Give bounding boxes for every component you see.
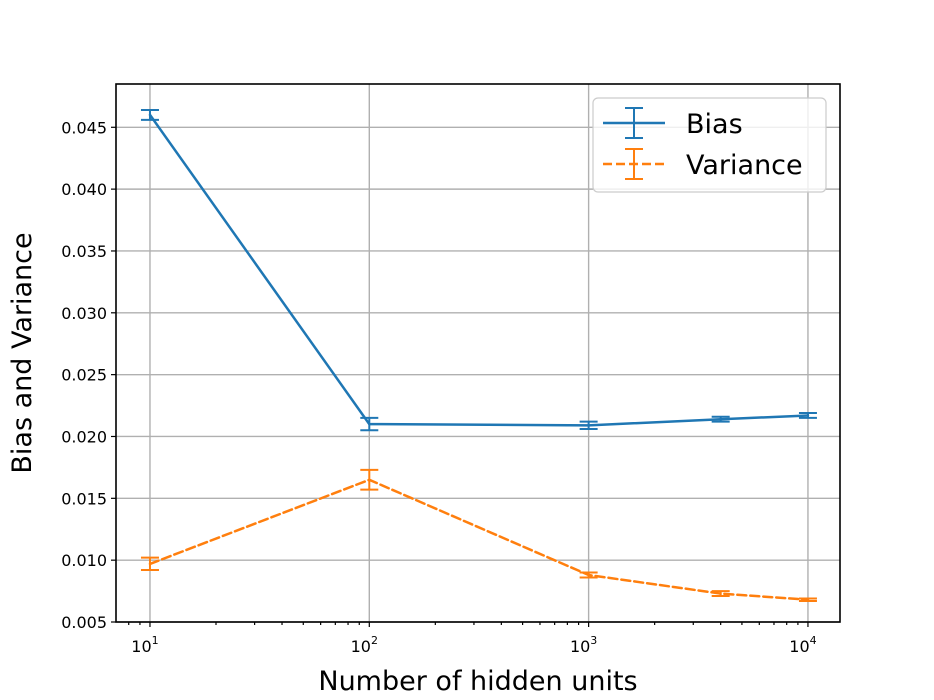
plot-frame <box>115 83 841 623</box>
y-tick-label: 0.010 <box>61 551 107 570</box>
series-bias <box>140 108 817 432</box>
variance-errorbar <box>140 556 159 572</box>
variance-errorbar <box>579 571 598 579</box>
legend-entry-bias: Bias <box>603 107 743 140</box>
y-tick-label: 0.030 <box>61 304 107 323</box>
legend-entry-variance: Variance <box>603 148 803 181</box>
variance-errorbar <box>360 468 379 491</box>
variance-errorbar <box>711 590 730 598</box>
series-layer <box>140 108 817 602</box>
legend: Bias Variance <box>592 97 827 193</box>
series-variance <box>140 468 817 602</box>
y-tick-label: 0.025 <box>61 366 107 385</box>
minor-tick-layer <box>128 622 799 625</box>
tick-layer <box>111 126 809 627</box>
y-tick-label: 0.040 <box>61 180 107 199</box>
y-tick-labels: 0.005 0.010 0.015 0.020 0.025 0.030 0.035 0.040… <box>61 118 107 632</box>
x-tick-label: 104 <box>789 634 816 656</box>
x-tick-label: 101 <box>131 634 158 656</box>
y-tick-label: 0.015 <box>61 489 107 508</box>
bias-errorbar <box>140 108 159 121</box>
bias-errorbar <box>579 420 598 431</box>
bias-errorbar <box>798 411 817 419</box>
y-tick-label: 0.035 <box>61 242 107 261</box>
bias-errorbar <box>711 415 730 423</box>
legend-box <box>592 97 827 193</box>
x-tick-label: 103 <box>570 634 597 656</box>
grid <box>116 84 840 623</box>
bias-errorbar <box>360 416 379 432</box>
y-axis-label: Bias and Variance <box>7 232 38 473</box>
y-tick-label: 0.020 <box>61 427 107 446</box>
variance-errorbar <box>798 597 817 602</box>
legend-label: Variance <box>686 150 803 181</box>
y-tick-label: 0.045 <box>61 118 107 137</box>
legend-label: Bias <box>686 109 743 140</box>
x-tick-labels: 101 102 103 104 <box>131 634 816 656</box>
x-axis-label: Number of hidden units <box>318 666 637 697</box>
x-tick-label: 102 <box>351 634 378 656</box>
y-tick-label: 0.005 <box>61 613 107 632</box>
